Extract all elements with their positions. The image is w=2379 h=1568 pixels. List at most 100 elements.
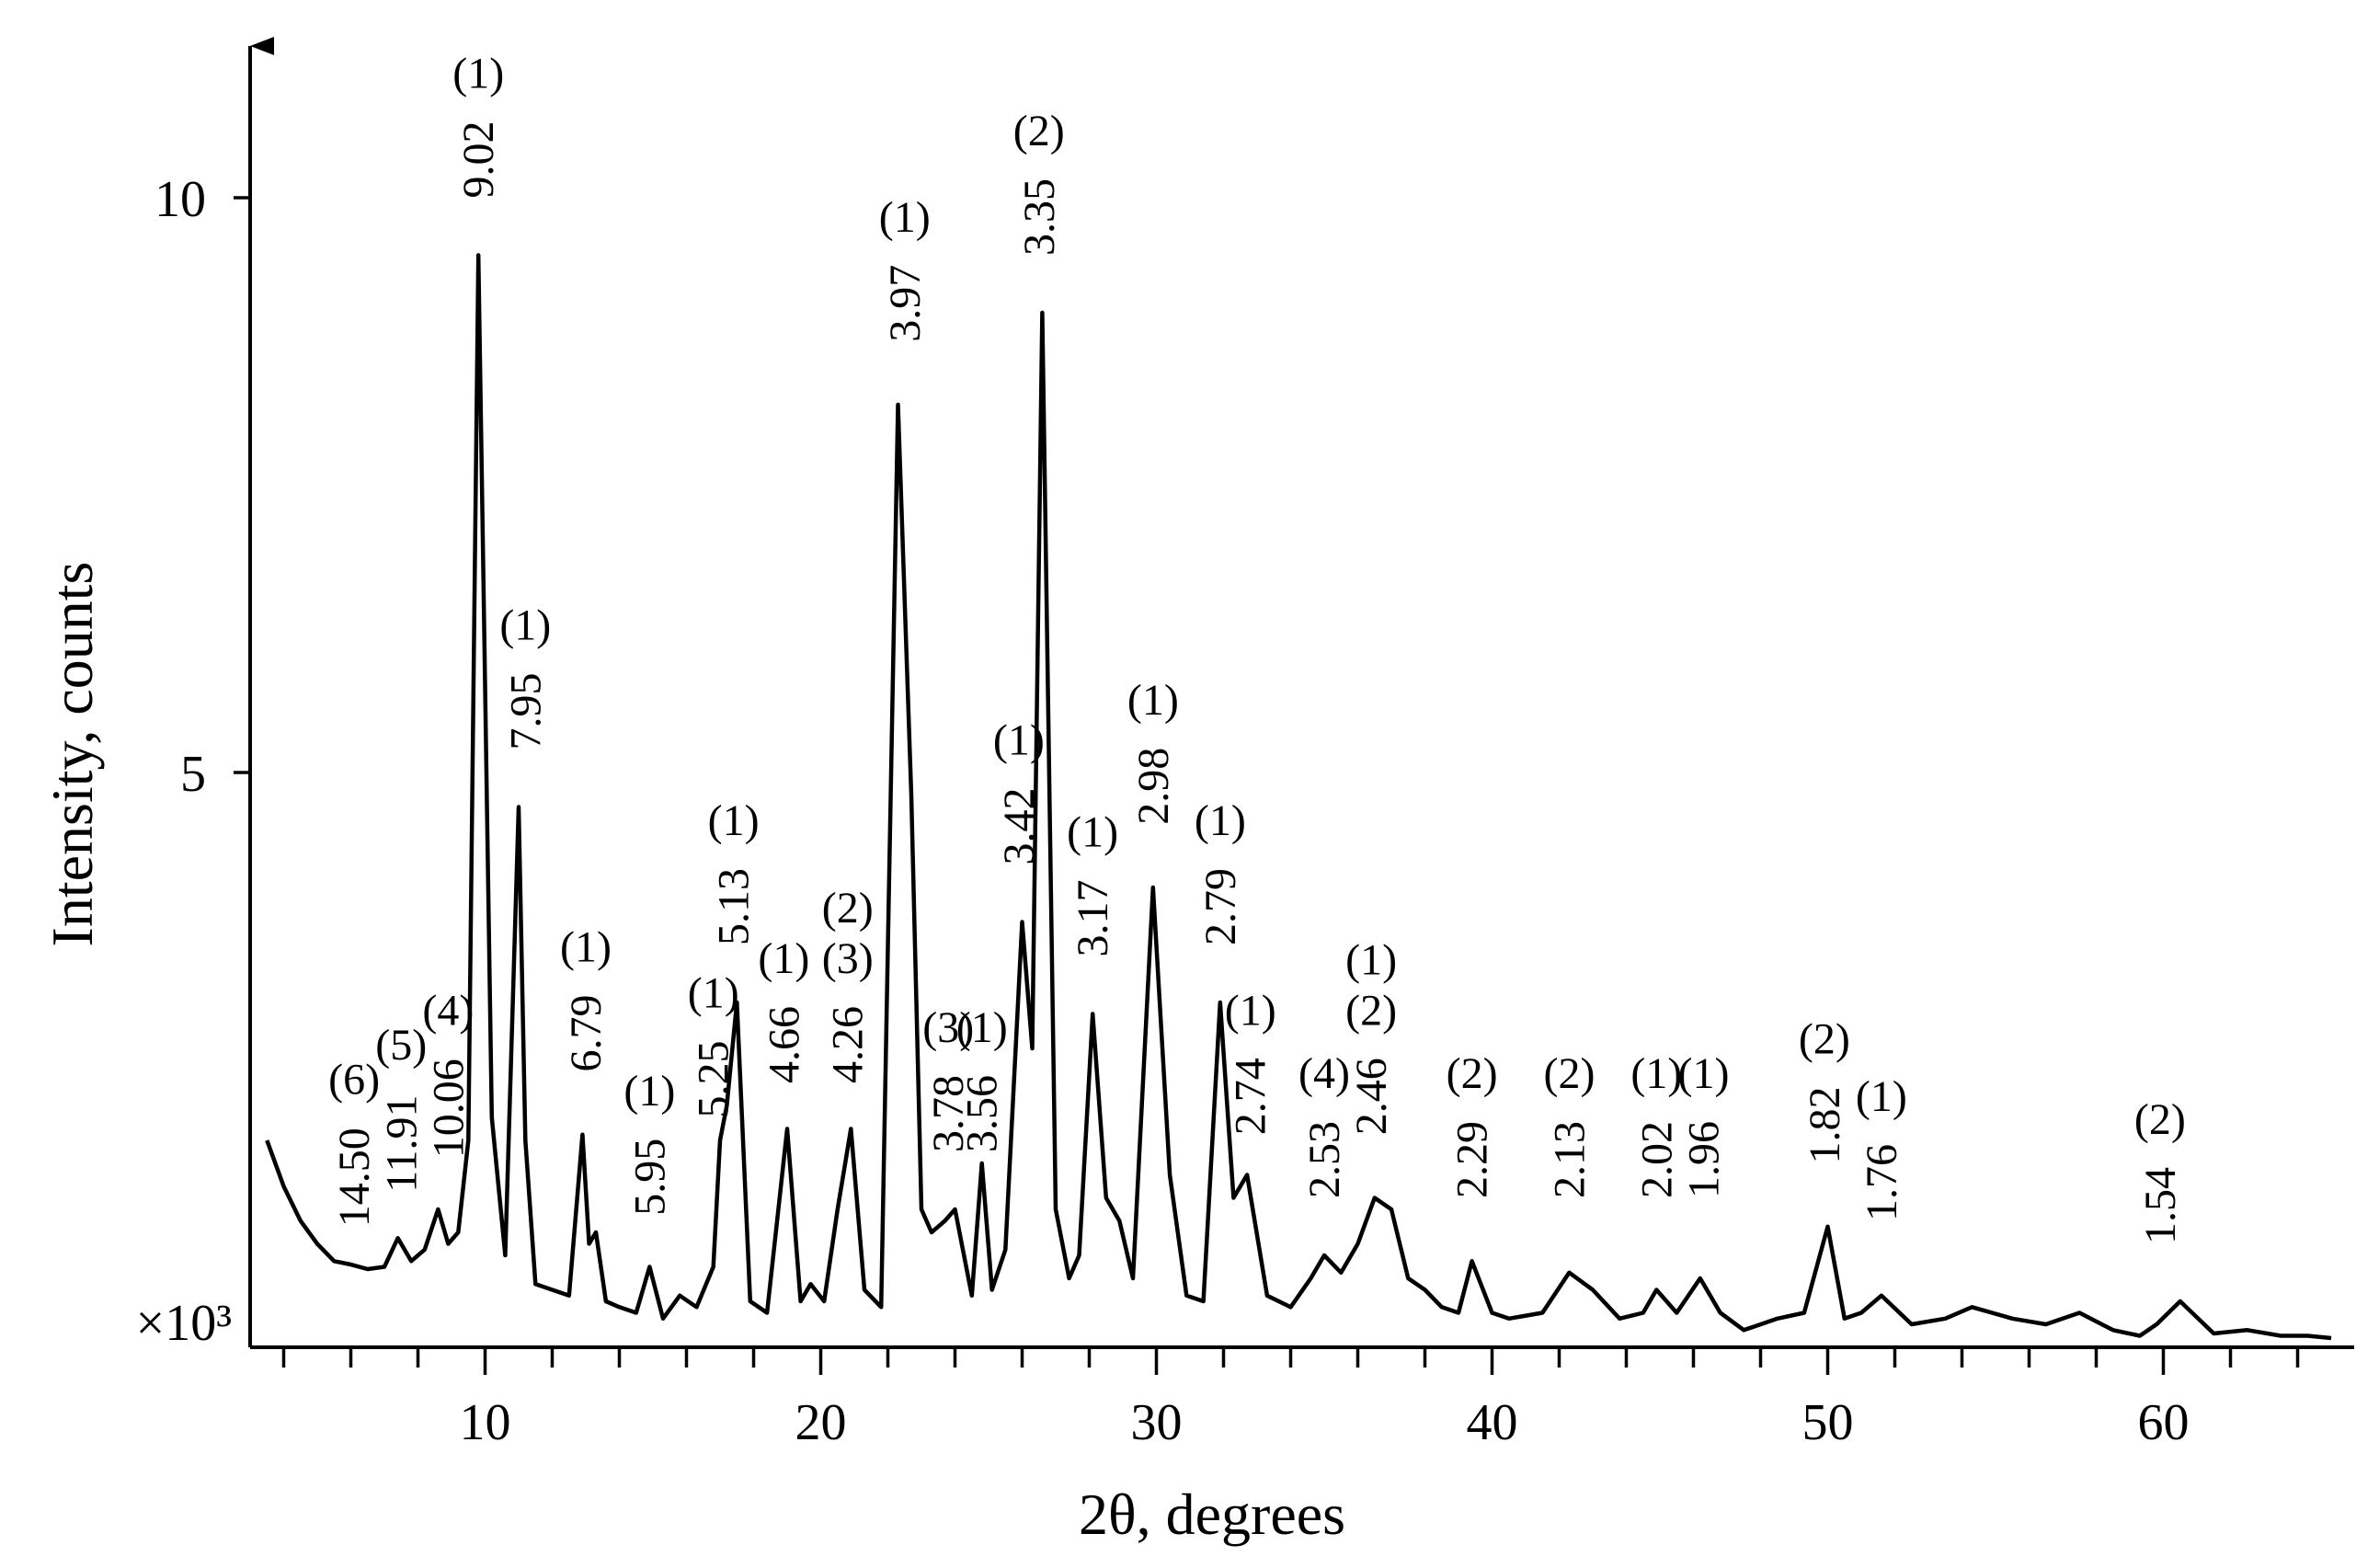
d-spacing-label: 1.96	[1679, 1121, 1728, 1198]
d-spacing-label: 2.29	[1448, 1121, 1497, 1198]
x-tick-label: 20	[795, 1394, 847, 1451]
d-spacing-label: 3.35	[1015, 178, 1064, 256]
peak-annotation: 2.02 (1)	[1630, 1049, 1682, 1198]
d-spacing-label: 4.66	[760, 1006, 808, 1083]
peak-annotation: 3.17 (1)	[1067, 808, 1118, 957]
peak-annotation: 5.95 (1)	[623, 1067, 675, 1216]
x-tick-label: 50	[1802, 1394, 1854, 1451]
peak-annotation: 11.91 (5)	[375, 1021, 427, 1193]
d-spacing-label: 2.74	[1227, 1058, 1275, 1135]
d-spacing-label: 3.97	[881, 265, 930, 342]
phase-label: (2)	[1799, 1015, 1850, 1064]
peak-annotation: 2.79 (1)	[1195, 796, 1246, 945]
d-spacing-label: 5.13	[710, 868, 759, 945]
phase-label: (2)	[822, 884, 874, 933]
peak-annotation: 1.76 (1)	[1856, 1072, 1907, 1221]
phase-label: (2)	[1543, 1049, 1595, 1098]
phase-label: (1)	[1856, 1072, 1907, 1121]
d-spacing-label: 3.42	[995, 788, 1044, 865]
phase-label: (1)	[1195, 796, 1246, 845]
peak-annotation: 3.78 (3)	[922, 1003, 974, 1152]
phase-label: (6)	[328, 1055, 380, 1104]
d-spacing-label: 1.76	[1858, 1144, 1906, 1221]
d-spacing-label: 6.79	[562, 995, 611, 1072]
peak-annotation: 1.82 (2)	[1799, 1015, 1850, 1164]
peak-annotation: 2.29 (2)	[1447, 1049, 1498, 1198]
peak-annotation: 14.50 (6)	[328, 1055, 380, 1227]
peak-annotation: 3.42 (1)	[993, 716, 1045, 865]
peak-annotation: 2.46 (2)(1)	[1345, 935, 1397, 1135]
d-spacing-label: 3.78	[924, 1075, 973, 1152]
d-spacing-label: 7.95	[501, 673, 550, 750]
d-spacing-label: 10.06	[424, 1059, 473, 1158]
peak-annotation: 5.25 (1)	[688, 969, 739, 1118]
peak-annotation: 2.53 (4)	[1298, 1049, 1350, 1198]
x-tick-label: 40	[1467, 1394, 1518, 1451]
y-axis-title: Intensity, counts	[40, 562, 105, 947]
x-tick-label: 60	[2138, 1394, 2190, 1451]
phase-label: (1)	[1225, 986, 1276, 1035]
x-tick-label: 10	[460, 1394, 511, 1451]
d-spacing-label: 5.25	[690, 1041, 738, 1118]
peak-annotation: 2.74 (1)	[1225, 986, 1276, 1135]
d-spacing-label: 9.02	[454, 121, 503, 199]
x-axis-title: 2θ, degrees	[1079, 1482, 1345, 1547]
peak-annotation: 3.35 (2)	[1013, 107, 1065, 256]
phase-label: (1)	[452, 50, 504, 98]
d-spacing-label: 3.17	[1069, 880, 1117, 957]
peak-annotations: 14.50(6)11.91(5)10.06(4)9.02(1)7.95(1)6.…	[328, 50, 2186, 1245]
phase-label: (1)	[993, 716, 1045, 765]
d-spacing-label: 14.50	[330, 1127, 379, 1227]
d-spacing-label: 2.53	[1300, 1121, 1349, 1198]
peak-annotation: 7.95 (1)	[499, 601, 551, 750]
phase-label: (4)	[1298, 1049, 1350, 1098]
d-spacing-label: 2.13	[1545, 1121, 1594, 1198]
peak-annotation: 2.13 (2)	[1543, 1049, 1595, 1198]
phase-label: (1)	[879, 193, 931, 242]
peak-annotation: 1.96 (1)	[1677, 1049, 1729, 1198]
phase-label: (3)	[822, 934, 874, 983]
phase-label: (1)	[708, 796, 760, 845]
phase-label: (1)	[1127, 676, 1179, 725]
d-spacing-label: 2.02	[1632, 1121, 1681, 1198]
phase-label: (2)	[1013, 107, 1065, 155]
peak-annotation: 6.79 (1)	[560, 923, 612, 1072]
y-unit-label: ×10³	[136, 1295, 232, 1352]
x-tick-label: 30	[1131, 1394, 1183, 1451]
y-axis-ticks: 5 10	[154, 171, 250, 803]
peak-annotation: 9.02 (1)	[452, 50, 504, 199]
phase-label: (2)	[1447, 1049, 1498, 1098]
d-spacing-label: 11.91	[377, 1095, 426, 1193]
phase-label: (1)	[1630, 1049, 1682, 1098]
d-spacing-label: 4.26	[824, 1006, 873, 1083]
peak-annotation: 3.97 (1)	[879, 193, 931, 342]
phase-label: (1)	[499, 601, 551, 650]
y-tick-label: 5	[180, 746, 206, 803]
y-tick-label: 10	[154, 171, 206, 228]
d-spacing-label: 5.95	[625, 1139, 674, 1216]
phase-label: (2)	[1345, 986, 1397, 1035]
phase-label: (2)	[2134, 1095, 2186, 1144]
phase-label: (3)	[922, 1003, 974, 1052]
d-spacing-label: 3.56	[958, 1075, 1007, 1152]
d-spacing-label: 2.46	[1347, 1058, 1396, 1135]
diffraction-trace-line	[265, 253, 2332, 1341]
peak-annotation: 10.06 (4)	[422, 986, 474, 1158]
phase-label: (1)	[688, 969, 739, 1018]
phase-label: (1)	[1677, 1049, 1729, 1098]
peak-annotation: 3.56 (1)	[956, 1003, 1008, 1152]
phase-label: (1)	[1345, 935, 1397, 984]
peak-annotation: 2.98 (1)	[1127, 676, 1179, 825]
d-spacing-label: 2.98	[1129, 748, 1178, 825]
phase-label: (1)	[956, 1003, 1008, 1052]
d-spacing-label: 1.82	[1801, 1087, 1849, 1164]
peak-annotation: 1.54 (2)	[2134, 1095, 2186, 1244]
phase-label: (1)	[560, 923, 612, 972]
d-spacing-label: 2.79	[1196, 868, 1245, 945]
peak-annotation: 4.26 (3)(2)	[822, 884, 874, 1083]
d-spacing-label: 1.54	[2136, 1167, 2185, 1244]
phase-label: (1)	[623, 1067, 675, 1116]
phase-label: (4)	[422, 986, 474, 1035]
phase-label: (1)	[1067, 808, 1118, 857]
